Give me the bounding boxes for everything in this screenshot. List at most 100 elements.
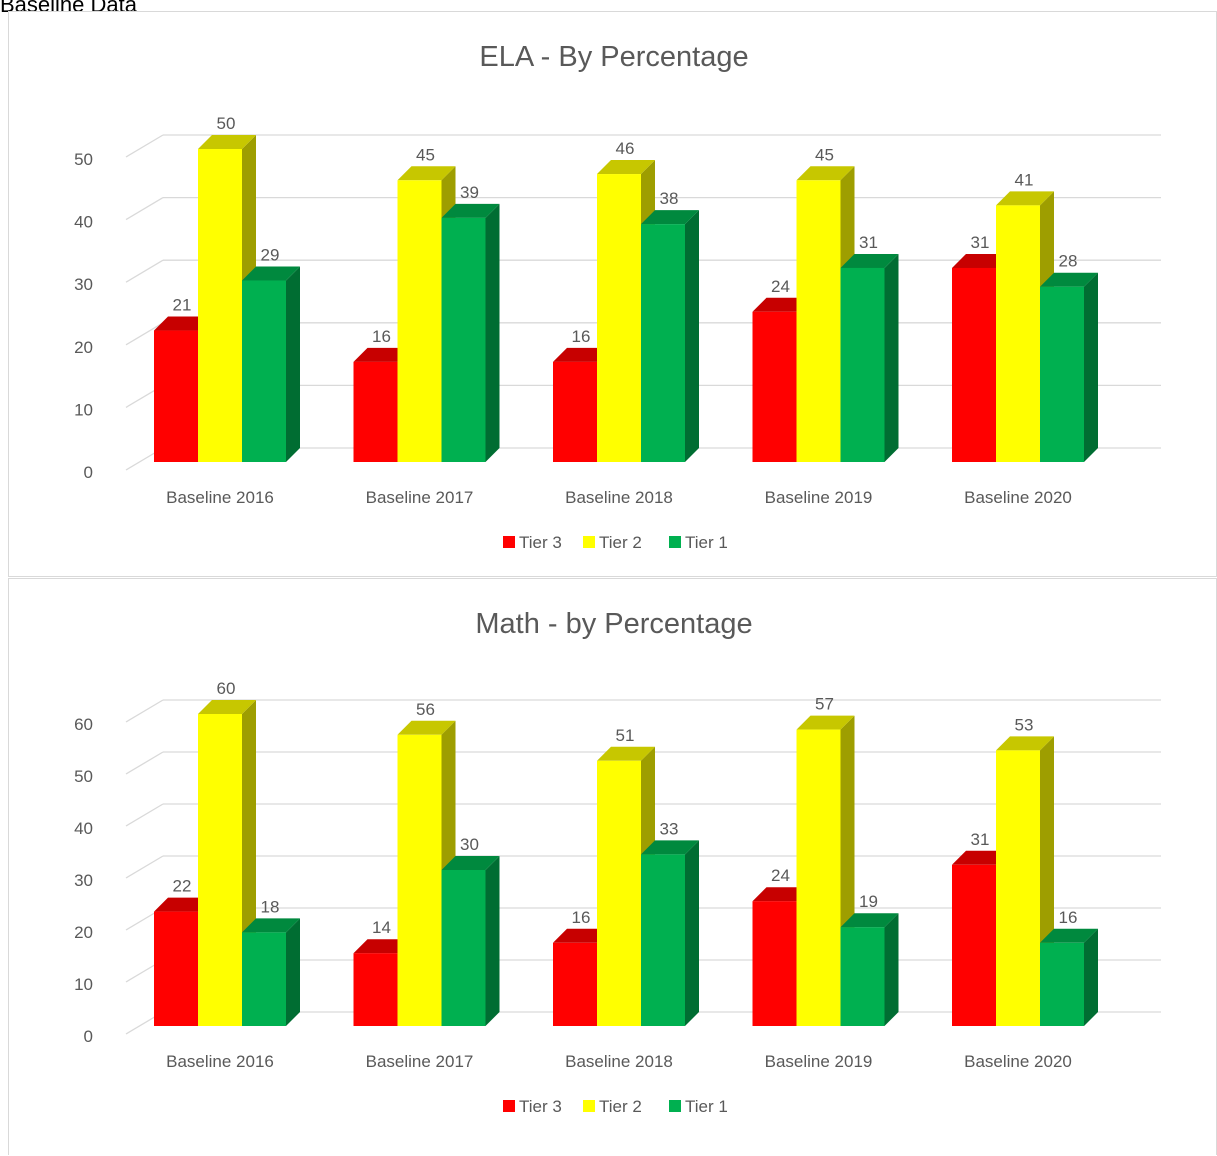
bar-top <box>553 347 611 362</box>
bar-tier-1-baseline-2017 <box>441 203 500 463</box>
data-label-tier-1: 29 <box>261 245 280 264</box>
data-label-tier-3: 22 <box>173 877 192 896</box>
legend-label-tier-3: Tier 3 <box>519 1097 562 1116</box>
bar-front <box>996 750 1040 1026</box>
bar-side <box>485 856 500 1026</box>
bar-tier-1-baseline-2017 <box>441 856 500 1026</box>
bar-tier-1-baseline-2019 <box>840 913 899 1026</box>
data-label-tier-2: 46 <box>616 139 635 158</box>
y-tick-label: 30 <box>74 871 93 890</box>
y-tick-label: 60 <box>74 715 93 734</box>
legend-swatch-tier-2 <box>583 536 595 548</box>
bar-top <box>752 297 811 312</box>
gridline-diagonal <box>125 259 164 283</box>
legend-swatch-tier-1 <box>669 536 681 548</box>
bar-top <box>952 850 1010 865</box>
bar-side <box>884 913 899 1026</box>
bar-tier-1-baseline-2019 <box>840 253 899 462</box>
bar-top <box>597 160 655 175</box>
bar-top <box>840 913 899 928</box>
bar-front <box>597 174 641 463</box>
bar-top <box>641 210 699 225</box>
data-label-tier-1: 33 <box>660 819 679 838</box>
bar-top <box>1040 928 1098 943</box>
bar-side <box>485 203 500 463</box>
legend-swatch-tier-3 <box>503 1100 515 1112</box>
bar-top <box>441 203 500 218</box>
data-label-tier-3: 31 <box>971 233 990 252</box>
legend-label-tier-2: Tier 2 <box>599 1097 642 1116</box>
data-label-tier-1: 18 <box>261 897 280 916</box>
data-label-tier-2: 53 <box>1015 715 1034 734</box>
bar-side <box>685 210 699 462</box>
data-label-tier-2: 56 <box>416 700 435 719</box>
bar-front <box>154 330 198 462</box>
legend-label-tier-3: Tier 3 <box>519 533 562 552</box>
data-label-tier-2: 60 <box>217 679 236 698</box>
gridline-diagonal <box>125 751 164 775</box>
legend-swatch-tier-2 <box>583 1100 595 1112</box>
gridline-diagonal <box>125 699 164 723</box>
data-label-tier-1: 31 <box>859 233 878 252</box>
bar-top <box>242 918 300 933</box>
data-label-tier-2: 45 <box>416 145 435 164</box>
bar-front <box>553 942 597 1026</box>
legend-label-tier-1: Tier 1 <box>685 1097 728 1116</box>
bar-front <box>441 870 486 1026</box>
gridline-diagonal <box>125 855 164 879</box>
data-label-tier-3: 16 <box>572 908 591 927</box>
bar-top <box>996 736 1054 751</box>
bar-front <box>441 217 486 462</box>
bar-top <box>242 266 300 281</box>
bar-tier-1-baseline-2018 <box>641 210 699 462</box>
ela-chart-panel: ELA - By Percentage 0 10 20 30 40 50 21 50 29 Base… <box>8 11 1217 577</box>
data-label-tier-3: 24 <box>771 277 790 296</box>
bar-front <box>641 224 685 462</box>
data-label-tier-3: 14 <box>372 918 391 937</box>
bar-front <box>952 267 996 462</box>
bar-front <box>397 180 442 463</box>
bar-front <box>952 864 996 1026</box>
bar-front <box>1040 942 1084 1026</box>
bar-front <box>1040 286 1084 462</box>
bar-tier-1-baseline-2016 <box>242 266 300 462</box>
bar-top <box>353 939 412 954</box>
bar-front <box>154 911 198 1026</box>
x-category-label: Baseline 2019 <box>765 1052 873 1071</box>
y-tick-label: 40 <box>74 213 93 232</box>
data-label-tier-2: 57 <box>815 695 834 714</box>
bar-top <box>198 700 256 714</box>
bar-top <box>1040 272 1098 287</box>
gridline-diagonal <box>125 803 164 827</box>
bar-front <box>796 729 841 1026</box>
y-tick-label: 50 <box>74 150 93 169</box>
data-label-tier-3: 16 <box>572 327 591 346</box>
math-chart-panel: Math - by Percentage 0 10 20 30 40 50 60 22 60 18 B… <box>8 578 1217 1155</box>
bar-top <box>154 897 212 912</box>
bar-top <box>641 840 699 855</box>
x-category-label: Baseline 2016 <box>166 1052 274 1071</box>
legend-label-tier-1: Tier 1 <box>685 533 728 552</box>
bar-tier-1-baseline-2016 <box>242 918 300 1026</box>
bar-top <box>397 720 456 735</box>
data-label-tier-1: 30 <box>460 835 479 854</box>
data-label-tier-3: 31 <box>971 830 990 849</box>
x-category-label: Baseline 2017 <box>366 488 474 507</box>
bar-top <box>752 887 811 902</box>
bar-top <box>597 746 655 761</box>
legend-label-tier-2: Tier 2 <box>599 533 642 552</box>
gridline-diagonal <box>125 197 164 221</box>
bar-side <box>884 253 899 462</box>
data-label-tier-2: 50 <box>217 114 236 133</box>
bar-front <box>553 361 597 462</box>
y-tick-label: 0 <box>84 1027 93 1046</box>
bar-top <box>353 347 412 362</box>
bar-front <box>752 901 797 1026</box>
bar-side <box>1084 928 1098 1026</box>
data-label-tier-3: 16 <box>372 327 391 346</box>
bar-side <box>1084 272 1098 462</box>
bar-top <box>553 928 611 943</box>
y-tick-label: 30 <box>74 275 93 294</box>
bar-top <box>952 253 1010 268</box>
data-label-tier-3: 24 <box>771 866 790 885</box>
